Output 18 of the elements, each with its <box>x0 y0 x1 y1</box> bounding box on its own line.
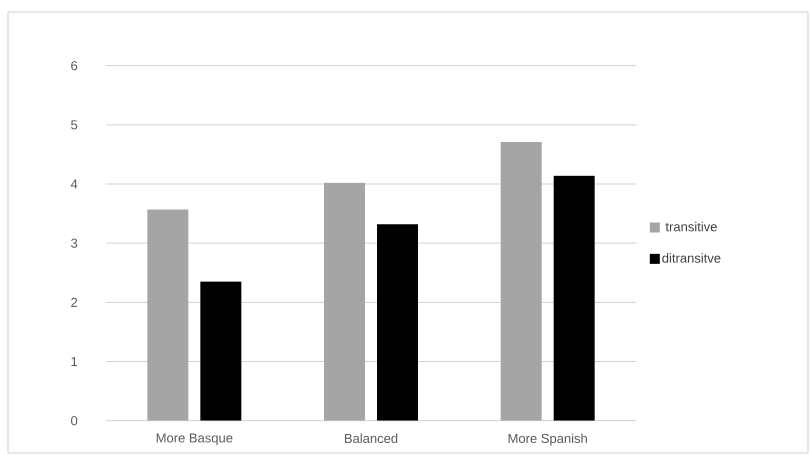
y-tick-label: 5 <box>71 120 78 130</box>
y-tick-label: 3 <box>71 238 78 248</box>
bar <box>500 142 542 421</box>
y-tick-label: 6 <box>71 61 78 70</box>
legend-label: ditransitve <box>662 253 720 263</box>
bar <box>324 182 366 421</box>
x-tick-label: More Basque <box>156 433 232 446</box>
bar <box>200 282 242 421</box>
y-tick-label: 1 <box>72 357 78 366</box>
bar <box>377 224 418 421</box>
y-tick-label: 0 <box>71 416 78 426</box>
x-tick-label: Balanced <box>344 433 398 444</box>
x-tick-label: More Spanish <box>508 433 587 446</box>
bar <box>554 176 595 421</box>
legend-label: transitive <box>666 222 717 232</box>
bar <box>147 209 188 421</box>
y-tick-label: 2 <box>71 298 78 307</box>
y-tick-label: 4 <box>70 180 78 188</box>
